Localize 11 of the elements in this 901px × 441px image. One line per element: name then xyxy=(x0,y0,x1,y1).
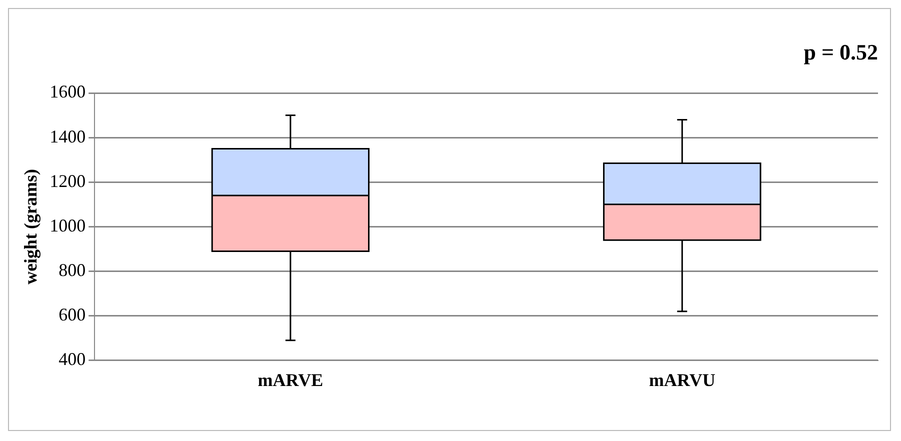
y-tick-label: 1600 xyxy=(50,82,86,102)
y-tick-label: 1400 xyxy=(50,126,86,146)
x-tick-label: mARVU xyxy=(648,370,716,390)
y-tick-label: 600 xyxy=(58,304,86,325)
y-tick-label: 800 xyxy=(58,260,86,280)
x-tick-label: mARVE xyxy=(258,370,324,390)
text: p = 0.52 xyxy=(804,40,878,65)
y-axis-title: weight (grams) xyxy=(20,168,40,284)
y-tick-label: 1000 xyxy=(50,215,86,236)
y-tick-label: 1200 xyxy=(50,170,86,191)
y-tick-label: 400 xyxy=(58,349,86,370)
